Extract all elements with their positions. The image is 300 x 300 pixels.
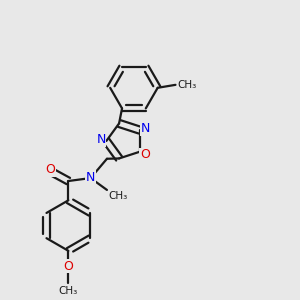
Text: O: O: [63, 260, 73, 273]
Text: CH₃: CH₃: [108, 191, 128, 201]
Text: N: N: [96, 133, 106, 146]
Text: N: N: [86, 171, 95, 184]
Text: O: O: [140, 148, 150, 161]
Text: CH₃: CH₃: [177, 80, 196, 90]
Text: O: O: [46, 163, 56, 176]
Text: N: N: [140, 122, 150, 135]
Text: CH₃: CH₃: [59, 286, 78, 296]
